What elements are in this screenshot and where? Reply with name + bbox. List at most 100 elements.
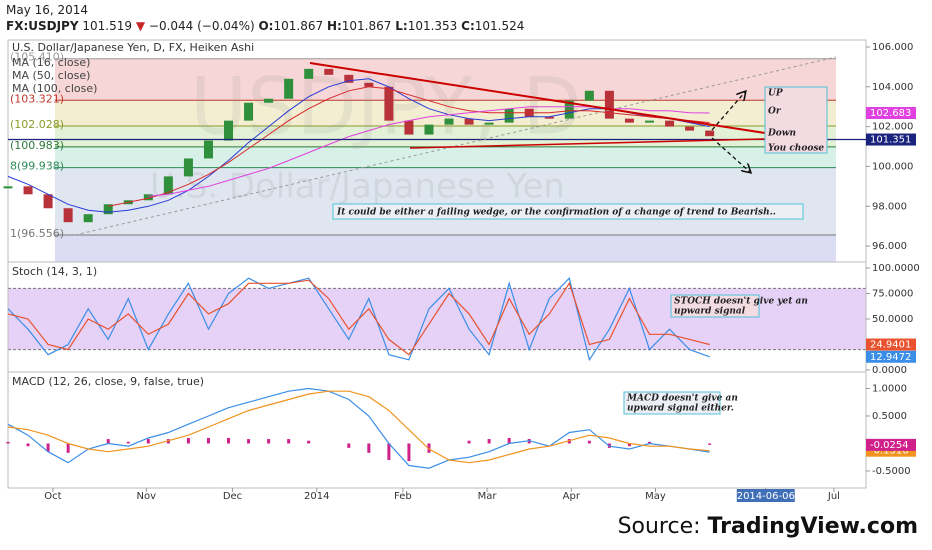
x-tick-label: 2014-06-06: [737, 491, 795, 502]
fib-label: 8(99.938): [10, 160, 64, 173]
legend-entry: MA (100, close): [12, 82, 97, 95]
x-tick-label: Mar: [478, 491, 498, 502]
note-box: [764, 86, 828, 154]
fib-band: [55, 58, 836, 101]
symbol: FX:USDJPY: [6, 19, 79, 33]
note-text: MACD doesn't give an: [626, 394, 738, 404]
note-text: You choose: [768, 144, 824, 154]
candle: [584, 90, 594, 101]
histogram-bar: [26, 443, 30, 447]
change: −0.044 (−0.04%): [148, 19, 255, 33]
watermark: U.S. Dollar/Japanese Yen: [150, 167, 565, 207]
value-tag: [866, 350, 916, 363]
histogram-bar: [287, 439, 291, 444]
candle: [304, 68, 314, 79]
candle: [344, 74, 354, 83]
candle: [264, 98, 274, 103]
arrow-down: [711, 137, 750, 172]
candle: [324, 68, 334, 75]
y-tick-label: -0.5000: [872, 466, 911, 477]
header: May 16, 2014 FX:USDJPY 101.519 ▼ −0.044 …: [6, 2, 524, 34]
candle: [203, 140, 213, 159]
candle: [364, 82, 374, 87]
source-label: Source:: [617, 514, 701, 539]
histogram-bar: [587, 440, 591, 444]
y-tick-label: 100.0000: [872, 263, 920, 274]
candle: [624, 118, 634, 123]
histogram-bar: [467, 440, 471, 444]
y-tick-label: 75.0000: [872, 289, 913, 300]
note-box: [623, 391, 721, 415]
fib-label: (105.410): [10, 51, 64, 64]
histogram-bar: [66, 443, 70, 453]
candle: [3, 186, 13, 189]
histogram-bar: [708, 443, 712, 445]
note-box: [670, 294, 760, 318]
value-tag-label: -0.1316: [870, 446, 909, 457]
histogram-bar: [307, 440, 311, 444]
candle: [83, 214, 93, 223]
histogram-bar: [146, 439, 150, 444]
candle: [544, 116, 554, 119]
candle: [665, 120, 675, 127]
candle: [705, 130, 715, 137]
histogram-bar: [227, 437, 231, 444]
candle: [244, 102, 254, 121]
ohlc-value: 101.867: [341, 19, 392, 33]
candle: [604, 90, 614, 119]
note-text: It could be either a failing wedge, or t…: [336, 208, 776, 218]
value-tag: [866, 107, 916, 120]
histogram-bar: [126, 441, 130, 444]
candle: [484, 122, 494, 125]
series-line: [7, 279, 710, 356]
candle: [284, 78, 294, 99]
x-tick-label: 2014: [304, 491, 329, 502]
histogram-bar: [186, 437, 190, 444]
note-text: Down: [767, 129, 796, 139]
fib-band: [55, 235, 836, 262]
wedge-line: [409, 138, 766, 149]
histogram-bar: [507, 437, 511, 444]
note-text: upward signal: [674, 307, 746, 317]
candle: [464, 118, 474, 125]
panel-title: Stoch (14, 3, 1): [12, 265, 97, 278]
last-price: 101.519: [82, 19, 132, 33]
candle: [644, 120, 654, 123]
candle: [143, 194, 153, 201]
x-tick-label: Apr: [563, 491, 581, 502]
series-line: [108, 86, 710, 207]
histogram-bar: [627, 443, 631, 447]
candle: [103, 204, 113, 215]
note-text: upward signal either.: [627, 404, 734, 414]
y-tick-label: 102.000: [872, 122, 913, 133]
histogram-bar: [407, 443, 411, 462]
histogram-bar: [247, 439, 251, 444]
x-tick-label: May: [645, 491, 666, 502]
panel-frame: [7, 371, 867, 489]
y-tick-label: 0.5000: [872, 411, 907, 422]
candle: [23, 186, 33, 195]
annotation-layer: UP Or Down You choose It could be either…: [74, 56, 837, 415]
y-tick-label: 1.0000: [872, 383, 907, 394]
chart: (105.410) (103.321) (102.028) (100.983) 8(99…: [3, 39, 920, 502]
candle: [183, 158, 193, 177]
fib-label: (100.983): [10, 139, 64, 152]
ohlc-value: 101.353: [407, 19, 458, 33]
histogram-bar: [647, 441, 651, 444]
value-tag: [866, 133, 916, 146]
source: Source: TradingView.com: [618, 514, 918, 539]
histogram-bar: [206, 437, 210, 444]
wedge-line: [309, 62, 766, 134]
value-tag: [866, 338, 916, 351]
note-text: STOCH doesn't give yet an: [674, 297, 808, 307]
series-line: [7, 390, 710, 464]
ohlc-label: L:: [395, 19, 408, 33]
histogram-bar: [427, 443, 431, 453]
candle: [224, 120, 234, 141]
x-tick-label: Dec: [223, 491, 242, 502]
value-tag-label: 12.9472: [870, 352, 911, 363]
y-tick-label: 0.0000: [872, 365, 907, 376]
legend-entry: MA (16, close): [12, 56, 90, 69]
candle: [63, 208, 73, 223]
